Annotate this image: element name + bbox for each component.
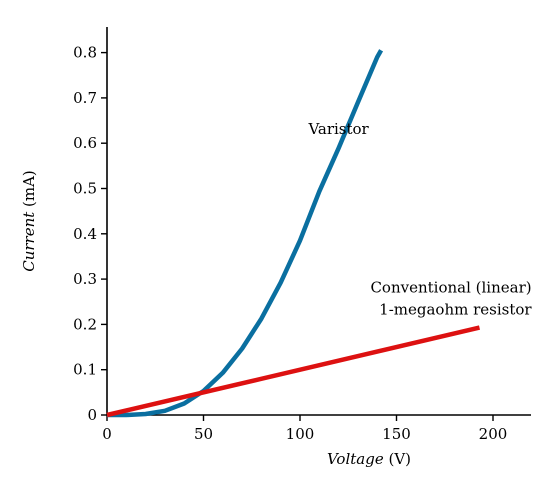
x-tick-label: 50 (194, 425, 213, 443)
y-tick-label: 0.7 (73, 89, 97, 107)
x-tick-label: 200 (479, 425, 508, 443)
y-tick-label: 0.1 (73, 361, 97, 379)
x-tick-label: 0 (102, 425, 112, 443)
y-tick-label: 0 (87, 406, 97, 424)
annotation-layer: Varistor Conventional (linear) 1-megaohm r… (307, 120, 532, 319)
x-tick-label: 150 (382, 425, 411, 443)
resistor-label-line: 1-megaohm resistor (379, 301, 532, 319)
y-axis-label: Current (mA) (20, 170, 38, 272)
y-tick-label: 0.3 (73, 270, 97, 288)
x-tick-label: 100 (286, 425, 315, 443)
resistor-label-line: Conventional (linear) (370, 279, 531, 297)
y-tick-label: 0.6 (73, 134, 97, 152)
varistor-curve (107, 49, 384, 418)
series-layer (106, 49, 481, 418)
axes: 0 50 100 150 200 0 0.1 0.2 0.3 0.4 0.5 0.6 0.7 0.8 (73, 27, 531, 443)
y-tick-label: 0.4 (73, 225, 97, 243)
y-tick-label: 0.8 (73, 44, 97, 62)
y-tick-label: 0.2 (73, 315, 97, 333)
varistor-label: Varistor (307, 120, 369, 138)
x-axis-label: Voltage (V) (327, 450, 411, 468)
resistor-line (106, 325, 481, 418)
y-tick-label: 0.5 (73, 180, 97, 198)
